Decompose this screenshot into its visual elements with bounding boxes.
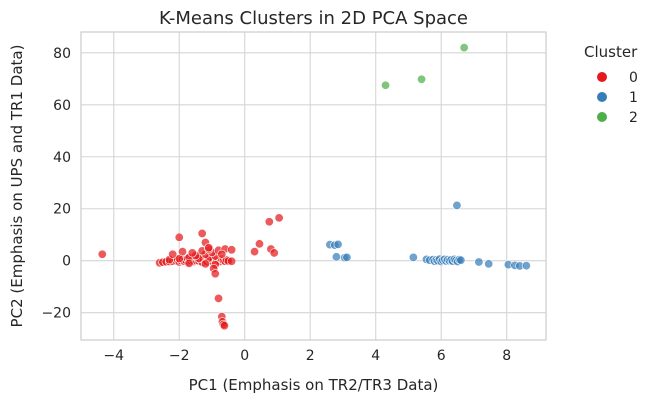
y-axis-title: PC2 (Emphasis on UPS and TR1 Data): [8, 45, 26, 328]
plot-frame: [80, 31, 547, 341]
legend-marker-cluster-2: [597, 112, 607, 122]
data-point-cluster-1: [484, 259, 494, 269]
data-point-cluster-0: [214, 293, 224, 303]
data-point-cluster-1: [452, 200, 462, 210]
data-point-cluster-0: [200, 259, 210, 269]
data-point-cluster-2: [459, 43, 469, 53]
x-tick-label: −2: [169, 348, 190, 364]
x-tick-label: −4: [103, 348, 124, 364]
y-tick-label: 0: [62, 254, 71, 270]
y-tick-label: 20: [53, 202, 71, 218]
data-point-cluster-0: [168, 249, 178, 259]
legend: Cluster 0 1 2: [584, 43, 638, 126]
chart-title: K-Means Clusters in 2D PCA Space: [159, 8, 468, 29]
legend-marker-cluster-0: [597, 72, 607, 82]
data-point-cluster-0: [178, 247, 188, 257]
data-point-cluster-2: [381, 80, 391, 90]
x-tick-label: 2: [306, 348, 315, 364]
y-tick-label: 40: [53, 150, 71, 166]
legend-title: Cluster: [584, 43, 638, 61]
grid-lines: [81, 32, 546, 340]
legend-label-cluster-1: 1: [629, 90, 638, 106]
data-point-cluster-0: [97, 249, 107, 259]
data-point-cluster-0: [250, 247, 260, 257]
data-points: [97, 43, 531, 331]
data-point-cluster-0: [174, 232, 184, 242]
legend-label-cluster-2: 2: [629, 110, 638, 126]
data-point-cluster-0: [227, 245, 237, 255]
data-point-cluster-0: [219, 321, 229, 331]
data-point-cluster-0: [264, 217, 274, 227]
data-point-cluster-1: [408, 252, 418, 262]
data-point-cluster-2: [417, 74, 427, 84]
x-tick-label: 4: [371, 348, 380, 364]
data-point-cluster-0: [204, 243, 214, 253]
data-point-cluster-1: [474, 257, 484, 267]
data-point-cluster-0: [187, 248, 197, 258]
data-point-cluster-0: [274, 213, 284, 223]
data-point-cluster-0: [254, 239, 264, 249]
plot-area: [81, 32, 546, 340]
data-point-cluster-1: [333, 239, 343, 249]
y-tick-label: 60: [53, 98, 71, 114]
data-point-cluster-0: [197, 228, 207, 238]
data-point-cluster-1: [521, 261, 531, 271]
data-point-cluster-0: [227, 256, 237, 266]
data-point-cluster-1: [342, 252, 352, 262]
data-point-cluster-1: [331, 252, 341, 262]
data-point-cluster-0: [210, 269, 220, 279]
x-tick-label: 0: [240, 348, 249, 364]
legend-items: 0 1 2: [597, 70, 638, 126]
legend-label-cluster-0: 0: [629, 70, 638, 86]
data-point-cluster-0: [217, 249, 227, 259]
x-tick-label: 6: [437, 348, 446, 364]
x-axis-title: PC1 (Emphasis on TR2/TR3 Data): [189, 376, 439, 394]
legend-marker-cluster-1: [597, 92, 607, 102]
data-point-cluster-0: [184, 258, 194, 268]
data-point-cluster-0: [269, 248, 279, 258]
x-tick-label: 8: [502, 348, 511, 364]
data-point-cluster-1: [456, 255, 466, 265]
y-tick-label: −20: [41, 306, 71, 322]
y-tick-label: 80: [53, 46, 71, 62]
